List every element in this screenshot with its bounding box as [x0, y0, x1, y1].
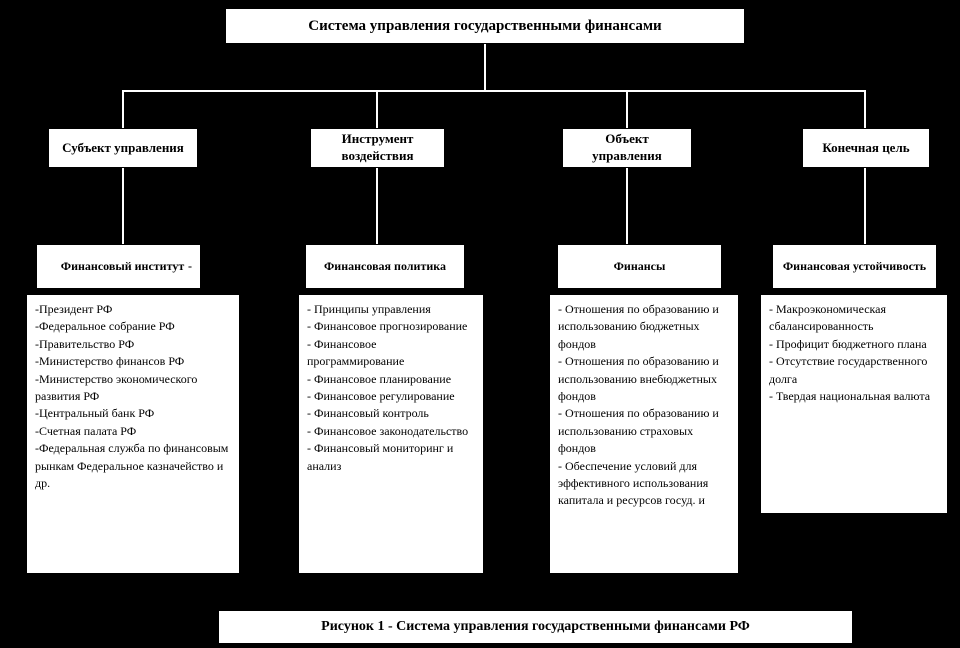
col4-item-2: - Отсутствие государственного долга [769, 353, 939, 388]
col4-header: Конечная цель [802, 128, 930, 168]
col1-item-1: -Федеральное собрание РФ [35, 318, 231, 335]
col1-sub-suffix: - [188, 259, 192, 275]
col1-header-text: Субъект управления [62, 140, 184, 157]
col2-details: - Принципы управления - Финансовое прогн… [298, 294, 484, 574]
col3-header: Объект управления [562, 128, 692, 168]
col1-item-5: -Центральный банк РФ [35, 405, 231, 422]
col4-item-1: - Профицит бюджетного плана [769, 336, 939, 353]
diagram-title: Система управления государственными фина… [225, 8, 745, 44]
col3-item-2: - Отношения по образованию и использован… [558, 405, 730, 457]
col1-details: -Президент РФ -Федеральное собрание РФ -… [26, 294, 240, 574]
caption-text: Рисунок 1 - Система управления государст… [321, 619, 750, 635]
col1-item-6: -Счетная палата РФ [35, 423, 231, 440]
col1-item-7: -Федеральная служба по финансовым рынкам… [35, 440, 231, 492]
col4-item-3: - Твердая национальная валюта [769, 388, 939, 405]
col3-item-0: - Отношения по образованию и использован… [558, 301, 730, 353]
col4-sub: Финансовая устойчивость [772, 244, 937, 289]
col1-sub-text: Финансовый институт [57, 259, 188, 275]
col1-item-3: -Министерство финансов РФ [35, 353, 231, 370]
col2-item-7: - Финансовый мониторинг и анализ [307, 440, 475, 475]
col2-item-2: - Финансовое программирование [307, 336, 475, 371]
connector [122, 90, 124, 128]
col2-item-0: - Принципы управления [307, 301, 475, 318]
connector [484, 44, 486, 90]
connector [626, 90, 628, 128]
col1-item-2: -Правительство РФ [35, 336, 231, 353]
col3-header-text: Объект управления [571, 131, 683, 165]
col4-header-text: Конечная цель [822, 140, 909, 157]
col2-item-4: - Финансовое регулирование [307, 388, 475, 405]
col3-sub-text: Финансы [614, 259, 666, 275]
connector [376, 90, 378, 128]
col3-details: - Отношения по образованию и использован… [549, 294, 739, 574]
diagram-caption: Рисунок 1 - Система управления государст… [218, 610, 853, 644]
connector [376, 168, 378, 244]
col1-item-4: -Министерство экономического развития РФ [35, 371, 231, 406]
col2-sub-text: Финансовая политика [324, 259, 446, 275]
connector [864, 90, 866, 128]
col4-sub-text: Финансовая устойчивость [783, 259, 926, 275]
col3-sub: Финансы [557, 244, 722, 289]
col3-item-1: - Отношения по образованию и использован… [558, 353, 730, 405]
col2-item-3: - Финансовое планирование [307, 371, 475, 388]
col1-sub: Финансовый институт - [36, 244, 201, 289]
col2-item-5: - Финансовый контроль [307, 405, 475, 422]
connector [122, 90, 866, 92]
col4-item-0: - Макроэкономическая сбалансированность [769, 301, 939, 336]
col2-header: Инструмент воздействия [310, 128, 445, 168]
title-text: Система управления государственными фина… [308, 18, 661, 35]
col2-sub: Финансовая политика [305, 244, 465, 289]
col3-item-3: - Обеспечение условий для эффективного и… [558, 458, 730, 510]
col2-item-6: - Финансовое законодательство [307, 423, 475, 440]
col4-details: - Макроэкономическая сбалансированность … [760, 294, 948, 514]
col2-header-text: Инструмент воздействия [319, 131, 436, 165]
col1-header: Субъект управления [48, 128, 198, 168]
col1-item-0: -Президент РФ [35, 301, 231, 318]
connector [122, 168, 124, 244]
connector [864, 168, 866, 244]
connector [626, 168, 628, 244]
col2-item-1: - Финансовое прогнозирование [307, 318, 475, 335]
